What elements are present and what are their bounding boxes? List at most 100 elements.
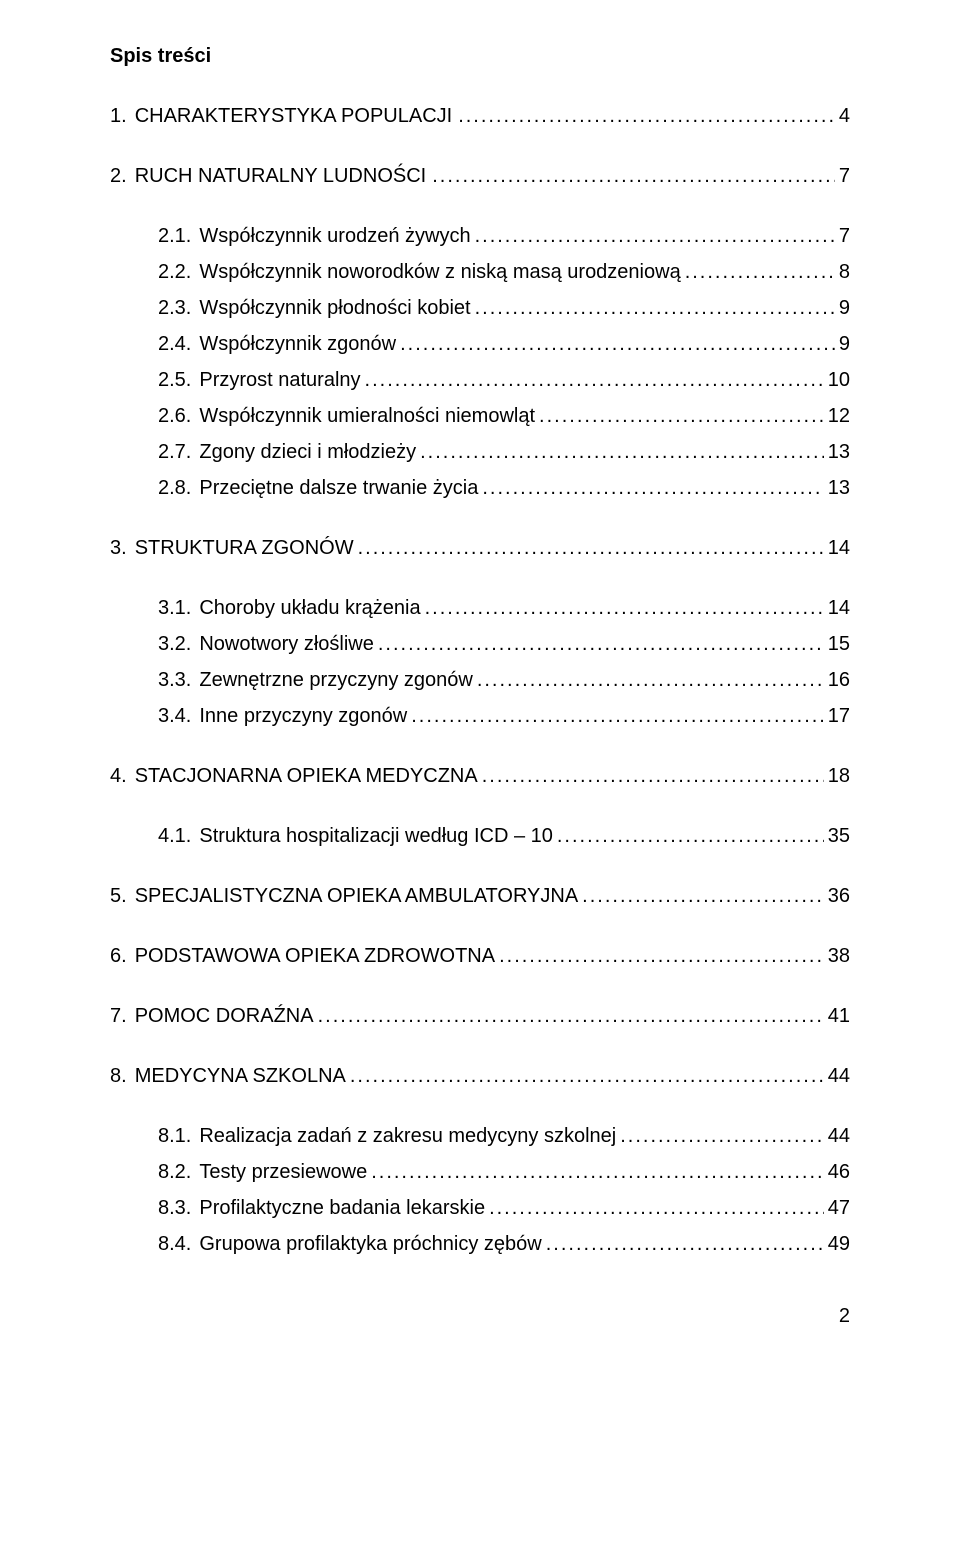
- toc-leader: [535, 400, 824, 432]
- toc-entry-number: 3.: [110, 532, 135, 564]
- toc-entry-text: Współczynnik urodzeń żywych: [199, 220, 470, 252]
- toc-entry: 8.2.Testy przesiewowe46: [110, 1156, 850, 1188]
- toc-leader: [471, 292, 835, 324]
- toc-entry: 3.3.Zewnętrzne przyczyny zgonów16: [110, 664, 850, 696]
- toc-entry-text: Inne przyczyny zgonów: [199, 700, 407, 732]
- toc-entry-number: 8.1.: [110, 1120, 199, 1152]
- toc-entry-number: 3.3.: [110, 664, 199, 696]
- toc-entry: 2.7.Zgony dzieci i młodzieży13: [110, 436, 850, 468]
- toc-leader: [471, 220, 835, 252]
- toc-gap: [110, 136, 850, 160]
- toc-entry-number: 2.1.: [110, 220, 199, 252]
- toc-leader: [495, 940, 824, 972]
- toc-leader: [542, 1228, 824, 1260]
- toc-entry-text: POMOC DORAŹNA: [135, 1000, 314, 1032]
- toc-entry-text: Zgony dzieci i młodzieży: [199, 436, 416, 468]
- toc-leader: [478, 472, 823, 504]
- toc-gap: [110, 196, 850, 220]
- toc-entry: 5.SPECJALISTYCZNA OPIEKA AMBULATORYJNA36: [110, 880, 850, 912]
- toc-entry-text: Zewnętrzne przyczyny zgonów: [199, 664, 472, 696]
- toc-gap: [110, 796, 850, 820]
- toc-entry-text: Realizacja zadań z zakresu medycyny szko…: [199, 1120, 616, 1152]
- toc-leader: [578, 880, 824, 912]
- toc-entry-page: 9: [835, 328, 850, 360]
- toc-entry-page: 8: [835, 256, 850, 288]
- toc-entry: 3.2.Nowotwory złośliwe 15: [110, 628, 850, 660]
- toc-gap: [110, 1096, 850, 1120]
- toc-entry: 2.8.Przeciętne dalsze trwanie życia13: [110, 472, 850, 504]
- page-number: 2: [110, 1300, 850, 1332]
- toc-leader: [452, 100, 835, 132]
- toc-leader: [478, 760, 824, 792]
- toc-entry: 8.MEDYCYNA SZKOLNA44: [110, 1060, 850, 1092]
- toc-leader: [421, 592, 824, 624]
- toc-entry-number: 3.1.: [110, 592, 199, 624]
- toc-leader: [374, 628, 824, 660]
- toc-entry-text: Struktura hospitalizacji według ICD – 10: [199, 820, 553, 852]
- toc-entry-page: 17: [824, 700, 850, 732]
- toc-entry: 8.4.Grupowa profilaktyka próchnicy zębów…: [110, 1228, 850, 1260]
- toc-entry-number: 2.3.: [110, 292, 199, 324]
- toc-entry: 3.4.Inne przyczyny zgonów 17: [110, 700, 850, 732]
- table-of-contents: 1.CHARAKTERYSTYKA POPULACJI 4 2.RUCH NATUR…: [110, 100, 850, 1260]
- toc-entry-text: Choroby układu krążenia: [199, 592, 420, 624]
- toc-entry-text: MEDYCYNA SZKOLNA: [135, 1060, 346, 1092]
- toc-entry-number: 3.4.: [110, 700, 199, 732]
- toc-leader: [314, 1000, 824, 1032]
- toc-entry-number: 6.: [110, 940, 135, 972]
- toc-leader: [354, 532, 824, 564]
- toc-leader: [346, 1060, 824, 1092]
- toc-entry-page: 44: [824, 1060, 850, 1092]
- toc-entry-page: 47: [824, 1192, 850, 1224]
- toc-entry-text: RUCH NATURALNY LUDNOŚCI: [135, 160, 427, 192]
- toc-entry: 4.1.Struktura hospitalizacji według ICD …: [110, 820, 850, 852]
- toc-gap: [110, 736, 850, 760]
- toc-entry-number: 2.2.: [110, 256, 199, 288]
- toc-leader: [485, 1192, 824, 1224]
- toc-entry-page: 7: [835, 160, 850, 192]
- toc-entry-number: 4.: [110, 760, 135, 792]
- toc-entry-number: 3.2.: [110, 628, 199, 660]
- toc-entry-number: 8.4.: [110, 1228, 199, 1260]
- toc-gap: [110, 976, 850, 1000]
- toc-entry-text: SPECJALISTYCZNA OPIEKA AMBULATORYJNA: [135, 880, 578, 912]
- toc-entry-page: 18: [824, 760, 850, 792]
- toc-entry-page: 9: [835, 292, 850, 324]
- toc-entry: 2.2.Współczynnik noworodków z niską masą…: [110, 256, 850, 288]
- toc-entry-page: 36: [824, 880, 850, 912]
- toc-entry-number: 2.4.: [110, 328, 199, 360]
- toc-entry: 8.3.Profilaktyczne badania lekarskie47: [110, 1192, 850, 1224]
- toc-entry-text: Współczynnik płodności kobiet: [199, 292, 470, 324]
- toc-entry-text: Współczynnik umieralności niemowląt: [199, 400, 535, 432]
- toc-entry-number: 2.: [110, 160, 135, 192]
- toc-leader: [681, 256, 835, 288]
- toc-entry-text: STRUKTURA ZGONÓW: [135, 532, 354, 564]
- toc-entry-page: 15: [824, 628, 850, 660]
- toc-entry-page: 13: [824, 436, 850, 468]
- toc-gap: [110, 1036, 850, 1060]
- toc-gap: [110, 916, 850, 940]
- toc-entry-number: 8.2.: [110, 1156, 199, 1188]
- toc-entry-page: 4: [835, 100, 850, 132]
- toc-entry-page: 44: [824, 1120, 850, 1152]
- toc-entry-page: 46: [824, 1156, 850, 1188]
- toc-gap: [110, 856, 850, 880]
- toc-entry-page: 14: [824, 532, 850, 564]
- toc-entry-page: 12: [824, 400, 850, 432]
- toc-entry-text: Nowotwory złośliwe: [199, 628, 374, 660]
- toc-entry-text: CHARAKTERYSTYKA POPULACJI: [135, 100, 453, 132]
- toc-entry-text: PODSTAWOWA OPIEKA ZDROWOTNA: [135, 940, 495, 972]
- toc-leader: [616, 1120, 824, 1152]
- toc-leader: [553, 820, 824, 852]
- toc-entry: 1.CHARAKTERYSTYKA POPULACJI 4: [110, 100, 850, 132]
- toc-entry-number: 1.: [110, 100, 135, 132]
- toc-entry-number: 4.1.: [110, 820, 199, 852]
- toc-entry: 2.3.Współczynnik płodności kobiet 9: [110, 292, 850, 324]
- toc-entry-text: Profilaktyczne badania lekarskie: [199, 1192, 485, 1224]
- toc-entry-page: 41: [824, 1000, 850, 1032]
- toc-entry: 6.PODSTAWOWA OPIEKA ZDROWOTNA38: [110, 940, 850, 972]
- toc-leader: [396, 328, 835, 360]
- toc-entry-text: Grupowa profilaktyka próchnicy zębów: [199, 1228, 541, 1260]
- toc-leader: [367, 1156, 824, 1188]
- toc-entry: 7.POMOC DORAŹNA41: [110, 1000, 850, 1032]
